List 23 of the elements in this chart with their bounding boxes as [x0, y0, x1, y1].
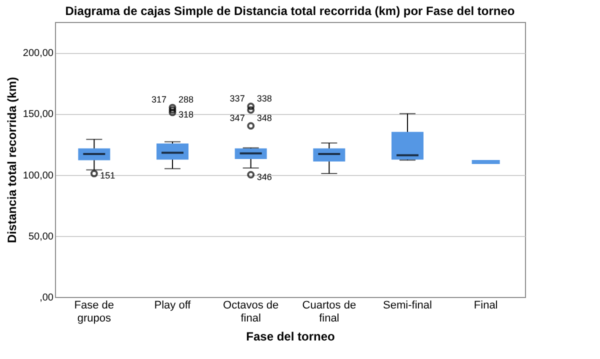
x-tick-label: Octavos de final [223, 300, 279, 324]
x-tick-label: Fase de grupos [74, 300, 114, 324]
y-axis-title: Distancia total recorrida (km) [4, 76, 19, 244]
x-tick-label: Semi-final [383, 300, 432, 312]
y-tick-label: 150,00 [22, 109, 54, 120]
y-tick-label: 100,00 [22, 170, 54, 182]
annotation: 317 [151, 94, 166, 105]
x-tick-label: Cuartos de final [302, 300, 356, 324]
annotation: 337 [230, 93, 245, 104]
chart-title: Diagrama de cajas Simple de Distancia total recorrida (km) por Fase del torneo [65, 4, 515, 18]
annotation: 347 [230, 112, 245, 123]
annotation: 288 [178, 94, 194, 105]
y-tick-label: 200,00 [22, 48, 54, 60]
annotation: 338 [256, 93, 272, 104]
x-tick-label: Play off [154, 300, 192, 312]
annotation: 151 [100, 170, 116, 181]
y-tick-label: 50,00 [28, 231, 54, 242]
y-tick-label: ,00 [40, 292, 54, 304]
annotation: 346 [256, 172, 272, 182]
annotation: 348 [256, 112, 272, 123]
annotation: 318 [178, 109, 194, 120]
x-axis-title: Fase del torneo [246, 330, 335, 344]
x-tick-label: Final [474, 300, 498, 312]
